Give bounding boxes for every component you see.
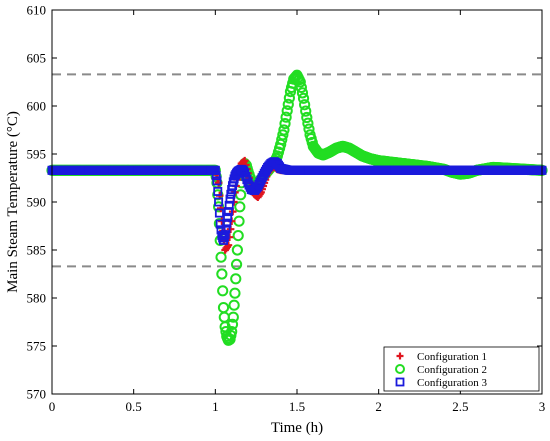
data-point xyxy=(217,285,229,297)
data-point xyxy=(295,81,307,94)
legend: Configuration 1 Configuration 2 Configur… xyxy=(383,346,540,392)
data-point xyxy=(224,200,234,210)
data-point xyxy=(234,201,246,213)
data-point xyxy=(226,326,238,338)
data-point xyxy=(281,105,293,117)
data-point xyxy=(220,230,230,240)
y-tick-label: 595 xyxy=(27,147,47,162)
legend-box xyxy=(383,346,540,392)
data-point xyxy=(223,212,233,222)
x-tick-label: 1.5 xyxy=(289,399,305,414)
x-tick-label: 1 xyxy=(212,399,219,414)
x-axis-label: Time (h) xyxy=(271,420,323,436)
legend-marker xyxy=(395,364,405,374)
data-point xyxy=(213,186,223,196)
data-point xyxy=(296,87,309,99)
data-point xyxy=(222,218,232,228)
data-point xyxy=(230,258,243,270)
data-point xyxy=(279,118,291,130)
data-point xyxy=(224,241,233,249)
data-point xyxy=(217,302,230,314)
y-tick-label: 580 xyxy=(27,291,47,306)
data-point xyxy=(226,318,239,330)
legend-label-configuration-3: Configuration 3 xyxy=(417,377,487,389)
x-tick-label: 2.5 xyxy=(452,399,468,414)
data-point xyxy=(282,98,294,111)
data-point xyxy=(225,194,235,204)
data-point xyxy=(297,92,310,104)
data-point xyxy=(230,273,242,285)
data-point xyxy=(223,207,233,217)
data-point xyxy=(302,117,314,129)
y-tick-label: 585 xyxy=(27,243,47,258)
data-point xyxy=(280,111,292,123)
data-point xyxy=(226,189,236,199)
data-point xyxy=(232,230,244,242)
data-point xyxy=(277,129,289,141)
data-point xyxy=(212,176,222,186)
x-tick-label: 3 xyxy=(539,399,546,414)
data-point xyxy=(211,171,221,181)
data-point xyxy=(294,76,306,88)
data-point xyxy=(210,165,220,175)
data-point xyxy=(214,208,224,218)
series-configuration-2 xyxy=(46,69,548,346)
y-tick-label: 605 xyxy=(27,51,47,66)
data-point xyxy=(221,224,231,234)
y-tick-label: 575 xyxy=(27,339,47,354)
y-tick-label: 610 xyxy=(27,3,47,18)
data-point xyxy=(278,124,290,136)
axis-ticks xyxy=(51,9,543,395)
data-point xyxy=(229,287,241,299)
plot-frame xyxy=(51,9,543,395)
y-axis-label: Main Steam Temperature (°C) xyxy=(5,111,21,293)
y-tick-label: 600 xyxy=(27,99,47,114)
tick-labels: 0 0.5 1 1.5 2 2.5 3 570 575 580 585 590 595 600 605 610 xyxy=(27,3,546,415)
data-point xyxy=(235,189,247,201)
data-point xyxy=(228,299,240,311)
legend-label-configuration-1: Configuration 1 xyxy=(417,351,487,363)
data-series xyxy=(46,69,548,346)
data-point xyxy=(231,244,243,256)
legend-marker xyxy=(396,352,404,360)
data-point xyxy=(215,251,227,263)
data-point xyxy=(233,215,245,227)
legend-marker xyxy=(395,377,405,387)
series-configuration-3 xyxy=(47,157,547,245)
x-tick-label: 0 xyxy=(49,399,56,414)
data-point xyxy=(299,99,311,111)
y-tick-label: 590 xyxy=(27,195,47,210)
data-point xyxy=(214,197,224,207)
x-tick-label: 0.5 xyxy=(126,399,142,414)
data-point xyxy=(301,111,313,124)
data-point xyxy=(227,311,239,323)
x-tick-label: 2 xyxy=(375,399,382,414)
y-tick-label: 570 xyxy=(27,387,47,402)
data-point xyxy=(218,311,230,323)
data-point xyxy=(283,92,295,104)
data-point xyxy=(213,201,225,213)
data-point xyxy=(300,105,312,117)
data-point xyxy=(216,268,228,280)
legend-label-configuration-2: Configuration 2 xyxy=(417,364,487,376)
